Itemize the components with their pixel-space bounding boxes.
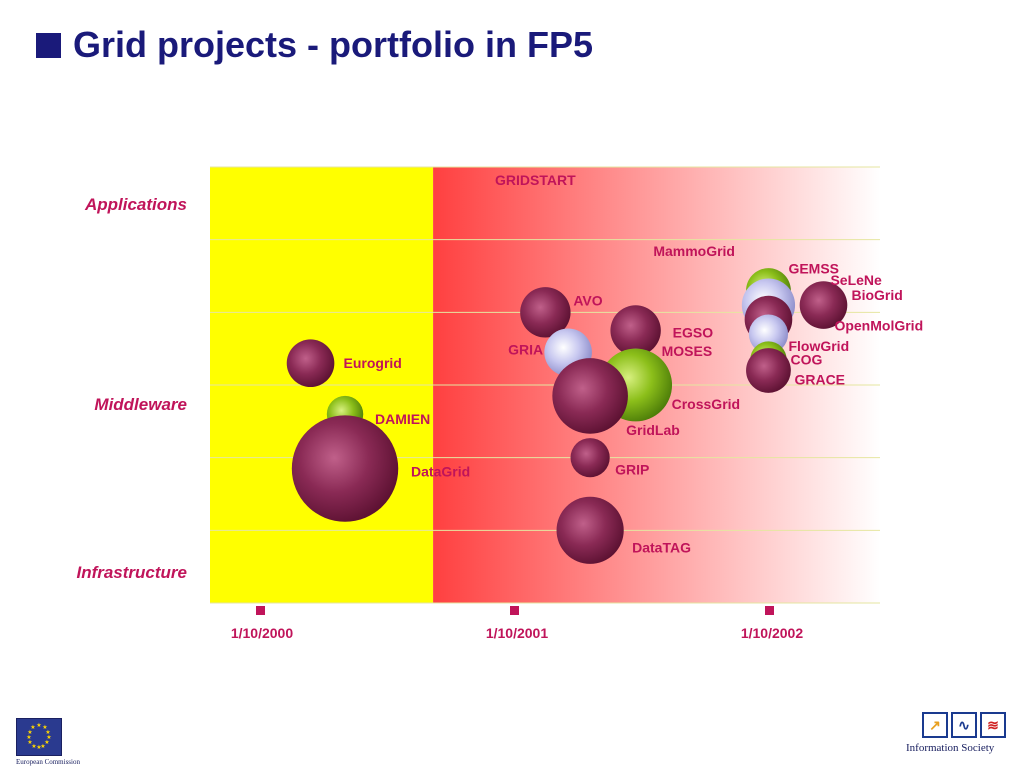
approx-icon: ≋ xyxy=(980,712,1006,738)
bubble-label-flowgrid: FlowGrid xyxy=(788,338,849,354)
bubble-label-mammogrid: MammoGrid xyxy=(653,243,735,259)
svg-text:★: ★ xyxy=(26,734,31,741)
page-title-text: Grid projects - portfolio in FP5 xyxy=(73,24,594,65)
bubble-datagrid xyxy=(291,415,399,522)
bubble-avo xyxy=(520,287,571,338)
bubble-label-grace: GRACE xyxy=(794,371,845,387)
bubble-egso xyxy=(610,305,661,356)
bubble-flowgrid xyxy=(748,314,789,354)
eu-flag-icon: ★ ★ ★ ★ ★ ★ ★ ★ ★ ★ ★ ★ xyxy=(16,718,62,756)
svg-text:★: ★ xyxy=(42,724,47,731)
x-tick-label: 1/10/2002 xyxy=(740,625,804,641)
x-tick-label: 1/10/2001 xyxy=(485,625,549,641)
bubble-eurogrid xyxy=(286,339,335,388)
svg-text:★: ★ xyxy=(40,743,45,750)
svg-text:★: ★ xyxy=(31,743,36,750)
bubble-grace xyxy=(746,348,791,393)
svg-text:★: ★ xyxy=(36,722,41,729)
x-tick-label: 1/10/2000 xyxy=(230,625,294,641)
bubble-label-datagrid: DataGrid xyxy=(411,464,470,480)
bubble-gridlab xyxy=(552,358,628,434)
bubble-label-datatag: DataTAG xyxy=(632,539,691,555)
european-commission-caption: European Commission xyxy=(16,758,80,766)
bubble-datatag xyxy=(556,496,624,564)
information-society-logo: ↗ ∿ ≋ Information Society xyxy=(906,712,1018,754)
y-label-infrastructure: Infrastructure xyxy=(76,563,187,582)
svg-text:★: ★ xyxy=(44,739,49,746)
bubble-label-eurogrid: Eurogrid xyxy=(344,355,402,371)
x-tick-marker xyxy=(765,606,774,615)
bubble-grip xyxy=(570,438,610,478)
bubble-label-gridstart: GRIDSTART xyxy=(495,172,576,188)
european-commission-logo: ★ ★ ★ ★ ★ ★ ★ ★ ★ ★ ★ ★ European Commission xyxy=(16,718,80,766)
page-title: Grid projects - portfolio in FP5 xyxy=(36,24,593,66)
bubble-biogrid xyxy=(799,281,848,329)
title-bullet-icon xyxy=(36,32,61,58)
svg-text:★: ★ xyxy=(36,744,41,751)
svg-text:★: ★ xyxy=(27,739,32,746)
bubble-label-gridlab: GridLab xyxy=(626,422,680,438)
bubble-label-cog: COG xyxy=(790,352,822,368)
bubble-label-crossgrid: CrossGrid xyxy=(672,396,740,412)
bubble-label-grip: GRIP xyxy=(615,462,649,478)
svg-text:★: ★ xyxy=(27,729,32,736)
bubble-label-damien: DAMIEN xyxy=(375,411,430,427)
bubble-label-biogrid: BioGrid xyxy=(851,287,902,303)
y-label-middleware: Middleware xyxy=(94,395,187,414)
svg-text:★: ★ xyxy=(46,734,51,741)
y-label-applications: Applications xyxy=(84,195,187,214)
bubble-label-selene: SeLeNe xyxy=(830,272,882,288)
bubble-label-egso: EGSO xyxy=(673,325,714,341)
wave-icon: ∿ xyxy=(951,712,977,738)
bubble-label-gria: GRIA xyxy=(508,341,543,357)
bubble-label-avo: AVO xyxy=(573,292,602,308)
bubble-label-openmolgrid: OpenMolGrid xyxy=(834,318,923,334)
bubble-label-moses: MOSES xyxy=(662,343,713,359)
svg-text:★: ★ xyxy=(30,724,35,731)
svg-text:★: ★ xyxy=(45,729,50,736)
information-society-caption: Information Society xyxy=(906,742,995,754)
bubble-label-gemss: GEMSS xyxy=(788,261,839,277)
arrow-icon: ↗ xyxy=(922,712,948,738)
x-tick-marker xyxy=(256,606,265,615)
x-tick-marker xyxy=(510,606,519,615)
